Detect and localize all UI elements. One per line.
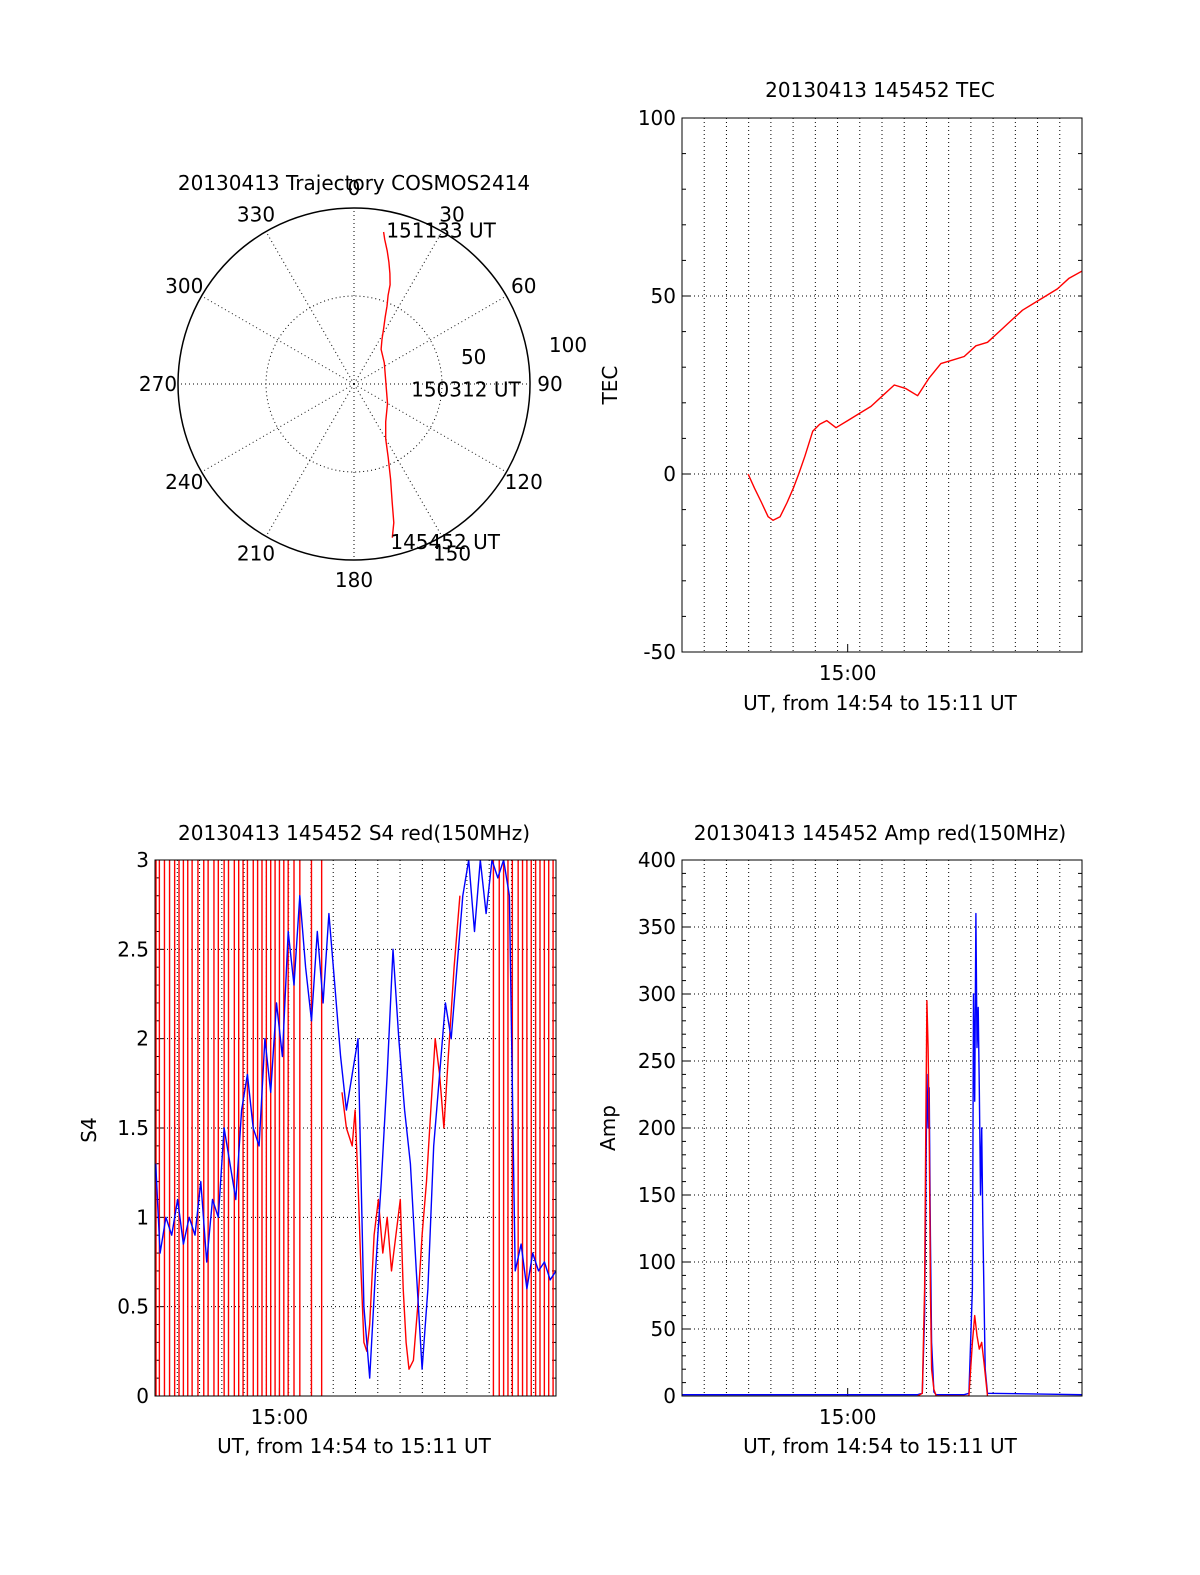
amp-frame — [681, 859, 1083, 1397]
polar-angle-label: 240 — [165, 470, 203, 494]
trajectory-time-label: 145452 UT — [390, 530, 500, 554]
tec-ytick-label: 50 — [651, 284, 676, 308]
trajectory-series — [380, 231, 395, 538]
s4-xtick-label: 15:00 — [251, 1405, 309, 1429]
trajectory-line — [380, 231, 395, 538]
amp-ytick-label: 250 — [638, 1049, 676, 1073]
polar-angle-label: 0 — [348, 176, 361, 200]
amp-ytick-label: 350 — [638, 915, 676, 939]
s4-ytick-label: 2.5 — [117, 937, 149, 961]
s4-ytick-label: 0 — [136, 1384, 149, 1408]
polar-spoke — [353, 295, 507, 385]
polar-radius-label: 50 — [461, 345, 486, 369]
tec-ytick-label: 0 — [663, 462, 676, 486]
tec-frame — [681, 117, 1083, 653]
s4-ytick-label: 1 — [136, 1205, 149, 1229]
trajectory-title: 20130413 Trajectory COSMOS2414 — [178, 171, 530, 195]
s4-data — [155, 860, 556, 1396]
tec-series-line — [747, 270, 1082, 521]
s4-xlabel: UT, from 14:54 to 15:11 UT — [217, 1434, 492, 1458]
s4-series-red — [341, 895, 461, 1370]
polar-spoke — [353, 231, 443, 385]
polar-angle-label: 120 — [505, 470, 543, 494]
polar-angle-label: 270 — [139, 372, 177, 396]
amp-ylabel: Amp — [596, 1105, 620, 1151]
tec-ytick-label: 100 — [638, 106, 676, 130]
polar-angle-label: 330 — [237, 202, 275, 226]
amp-series-blue — [682, 912, 1082, 1396]
amp-ytick-label: 0 — [663, 1384, 676, 1408]
s4-title: 20130413 145452 S4 red(150MHz) — [178, 821, 530, 845]
tec-xtick-label: 15:00 — [819, 661, 877, 685]
polar-grid — [177, 207, 531, 561]
s4-ylabel: S4 — [77, 1117, 101, 1142]
tec-ylabel: TEC — [598, 366, 622, 406]
polar-radius-label: 100 — [549, 333, 587, 357]
tec-data — [747, 270, 1082, 521]
polar-angle-label: 210 — [237, 542, 275, 566]
polar-spoke — [201, 295, 355, 385]
amp-xlabel: UT, from 14:54 to 15:11 UT — [743, 1434, 1018, 1458]
polar-outer-circle — [177, 207, 531, 561]
polar-spoke — [265, 231, 355, 385]
tec-ytick-label: -50 — [643, 640, 676, 664]
amp-data — [682, 912, 1082, 1396]
amp-ytick-label: 400 — [638, 848, 676, 872]
polar-angle-label: 300 — [165, 274, 203, 298]
amp-plot: 20130413 145452 Amp red(150MHz) UT, from… — [596, 821, 1083, 1458]
polar-angle-label: 60 — [511, 274, 536, 298]
trajectory-time-label: 150312 UT — [411, 378, 521, 402]
amp-ytick-label: 100 — [638, 1250, 676, 1274]
polar-spoke — [353, 383, 507, 473]
trajectory-time-label: 151133 UT — [386, 218, 496, 242]
s4-ytick-label: 0.5 — [117, 1295, 149, 1319]
polar-angle-label: 30 — [439, 202, 464, 226]
polar-spoke — [201, 383, 355, 473]
polar-spoke — [353, 383, 443, 537]
polar-angle-label: 150 — [433, 542, 471, 566]
s4-plot: 20130413 145452 S4 red(150MHz) UT, from … — [77, 821, 557, 1458]
amp-ytick-label: 200 — [638, 1116, 676, 1140]
tec-plot: 20130413 145452 TEC UT, from 14:54 to 15… — [598, 78, 1083, 715]
polar-labels: 0 30 60 90 120 150 180 210 240 270 300 330 50 100 1511… — [139, 176, 587, 592]
amp-xtick-label: 15:00 — [819, 1405, 877, 1429]
tec-xlabel: UT, from 14:54 to 15:11 UT — [743, 691, 1018, 715]
amp-ytick-label: 150 — [638, 1183, 676, 1207]
trajectory-polar-plot: 20130413 Trajectory COSMOS2414 0 30 60 90 12… — [139, 171, 587, 592]
polar-spoke — [265, 383, 355, 537]
amp-title: 20130413 145452 Amp red(150MHz) — [694, 821, 1066, 845]
s4-ytick-label: 1.5 — [117, 1116, 149, 1140]
s4-ytick-label: 2 — [136, 1027, 149, 1051]
tec-title: 20130413 145452 TEC — [765, 78, 995, 102]
polar-angle-label: 90 — [537, 372, 562, 396]
s4-ytick-label: 3 — [136, 848, 149, 872]
s4-series-blue — [155, 860, 556, 1379]
polar-angle-label: 180 — [335, 568, 373, 592]
s4-frame — [154, 859, 557, 1397]
amp-ytick-label: 300 — [638, 982, 676, 1006]
amp-ytick-label: 50 — [651, 1317, 676, 1341]
amp-series-red — [917, 1000, 989, 1396]
